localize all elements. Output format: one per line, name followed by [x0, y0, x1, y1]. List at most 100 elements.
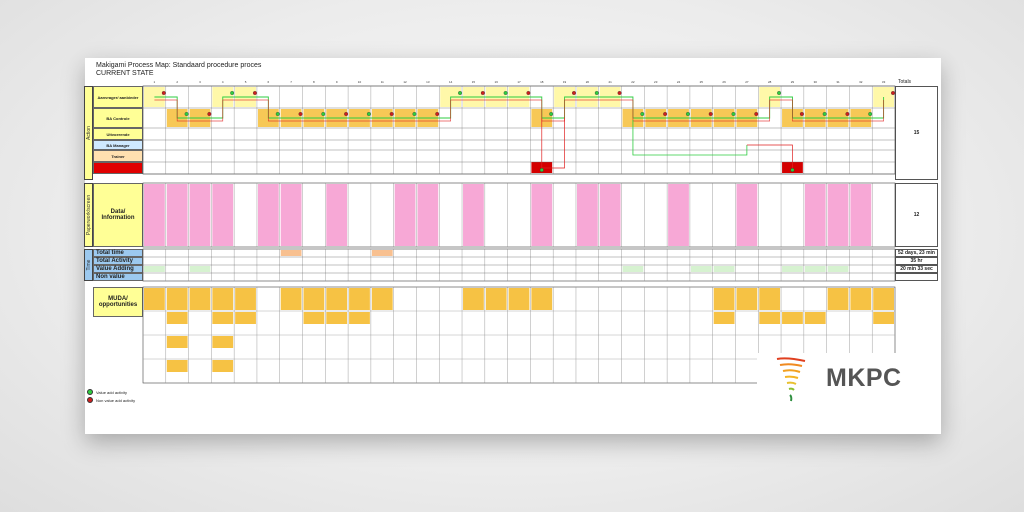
value-cell — [189, 266, 211, 272]
section-time: Time — [84, 249, 93, 281]
lane-label-ba-manager: BA Manager — [93, 140, 143, 150]
lane-label-ba-controle: BA Controle — [93, 108, 143, 128]
lane-label-management: Management — [93, 162, 143, 174]
flow-line-management — [541, 118, 565, 169]
column-number: 13 — [426, 80, 430, 84]
red-dot-icon — [799, 112, 804, 116]
time-row-total-time: Total time — [93, 249, 143, 257]
page-title: Makigami Process Map: Standaard procedur… — [96, 62, 262, 69]
red-dot-icon — [845, 112, 850, 116]
paperwork-cell — [257, 184, 279, 246]
muda-cell — [804, 312, 826, 324]
green-dot-icon — [275, 112, 280, 116]
muda-cell — [485, 288, 507, 310]
column-number: 18 — [540, 80, 544, 84]
paperwork-cell — [576, 184, 598, 246]
value-adding-value: 20 min 33 sec — [895, 265, 938, 273]
red-dot-icon — [435, 112, 440, 116]
value-cell — [690, 266, 712, 272]
paperwork-cell — [736, 184, 758, 246]
muda-cell — [349, 312, 370, 324]
value-cell — [622, 266, 644, 272]
column-number: 22 — [631, 80, 635, 84]
muda-cell — [873, 288, 894, 310]
column-number: 21 — [608, 80, 612, 84]
paperwork-cell — [668, 184, 689, 246]
green-dot-icon — [777, 91, 782, 95]
value-cell — [782, 266, 803, 272]
column-number: 14 — [448, 80, 453, 84]
red-dot-icon — [161, 91, 166, 95]
column-number: 25 — [699, 80, 703, 84]
legend-value-add-label: Value add activity — [96, 389, 128, 395]
column-number: 26 — [722, 80, 726, 84]
column-number: 29 — [790, 80, 795, 84]
column-number: 8 — [313, 80, 315, 84]
non-value-value — [895, 273, 938, 281]
flow-line-manager — [632, 120, 748, 156]
column-number: 3 — [199, 80, 201, 84]
red-dot-icon — [708, 112, 713, 116]
paperwork-cell — [531, 184, 553, 246]
column-number: 24 — [676, 80, 681, 84]
time-cell — [280, 250, 302, 256]
grid-border — [142, 182, 896, 248]
muda-cell — [235, 288, 256, 310]
muda-label: MUDA/ opportunities — [93, 287, 143, 317]
section-paperwork: Paperwork/screen — [84, 183, 93, 247]
green-dot-icon — [790, 168, 795, 172]
green-dot-icon — [685, 112, 690, 116]
red-dot-icon — [480, 91, 485, 95]
green-dot-icon — [539, 168, 544, 172]
muda-cell — [873, 312, 894, 324]
red-dot-icon — [87, 397, 93, 403]
column-number: 7 — [290, 80, 292, 84]
time-cell — [371, 250, 393, 256]
muda-cell — [212, 312, 234, 324]
section-action: Action — [84, 86, 93, 180]
legend-value-add: Value add activity — [87, 389, 127, 395]
muda-cell — [235, 312, 256, 324]
muda-cell — [371, 288, 393, 310]
column-number: 17 — [517, 80, 521, 84]
muda-cell — [759, 288, 781, 310]
paperwork-cell — [212, 184, 234, 246]
time-row-total-activity: Total Activity — [93, 257, 143, 265]
muda-cell — [144, 288, 165, 310]
mkpc-logo — [757, 353, 897, 405]
column-number: 5 — [244, 80, 247, 84]
total-activity-value: 35 hr — [895, 257, 938, 265]
muda-cell — [759, 312, 781, 324]
column-number: 15 — [471, 80, 476, 84]
red-dot-icon — [572, 91, 576, 95]
muda-cell — [166, 312, 188, 324]
column-number: 19 — [562, 80, 567, 84]
paperwork-cell — [599, 184, 621, 246]
muda-cell — [280, 288, 302, 310]
green-dot-icon — [412, 112, 417, 116]
muda-cell — [850, 288, 872, 310]
total-paperwork: 12 — [895, 183, 938, 247]
muda-cell — [713, 312, 735, 324]
paperwork-cell — [804, 184, 826, 246]
muda-cell — [713, 288, 735, 310]
tornado-icon — [776, 357, 806, 402]
lane-label-trainer: Trainer — [93, 150, 143, 162]
red-dot-icon — [298, 112, 303, 116]
green-dot-icon — [230, 91, 235, 95]
muda-cell — [166, 288, 188, 310]
column-numbers: 1 2 3 4 5 6 7 8 9 10 11 12 13 14 15 16 17 18 19 20 21 22 23 24 2… — [143, 80, 895, 86]
paperwork-cell — [827, 184, 849, 246]
paperwork-cell — [850, 184, 872, 246]
flow-line-value — [154, 96, 885, 119]
value-cell — [713, 266, 735, 272]
red-dot-icon — [344, 112, 349, 116]
red-dot-icon — [663, 112, 668, 116]
muda-cell — [166, 336, 188, 348]
red-dot-icon — [207, 112, 212, 116]
column-number: 20 — [585, 80, 590, 84]
muda-cell — [189, 288, 211, 310]
green-dot-icon — [503, 91, 508, 95]
green-dot-icon — [87, 389, 93, 395]
red-dot-icon — [754, 112, 759, 116]
